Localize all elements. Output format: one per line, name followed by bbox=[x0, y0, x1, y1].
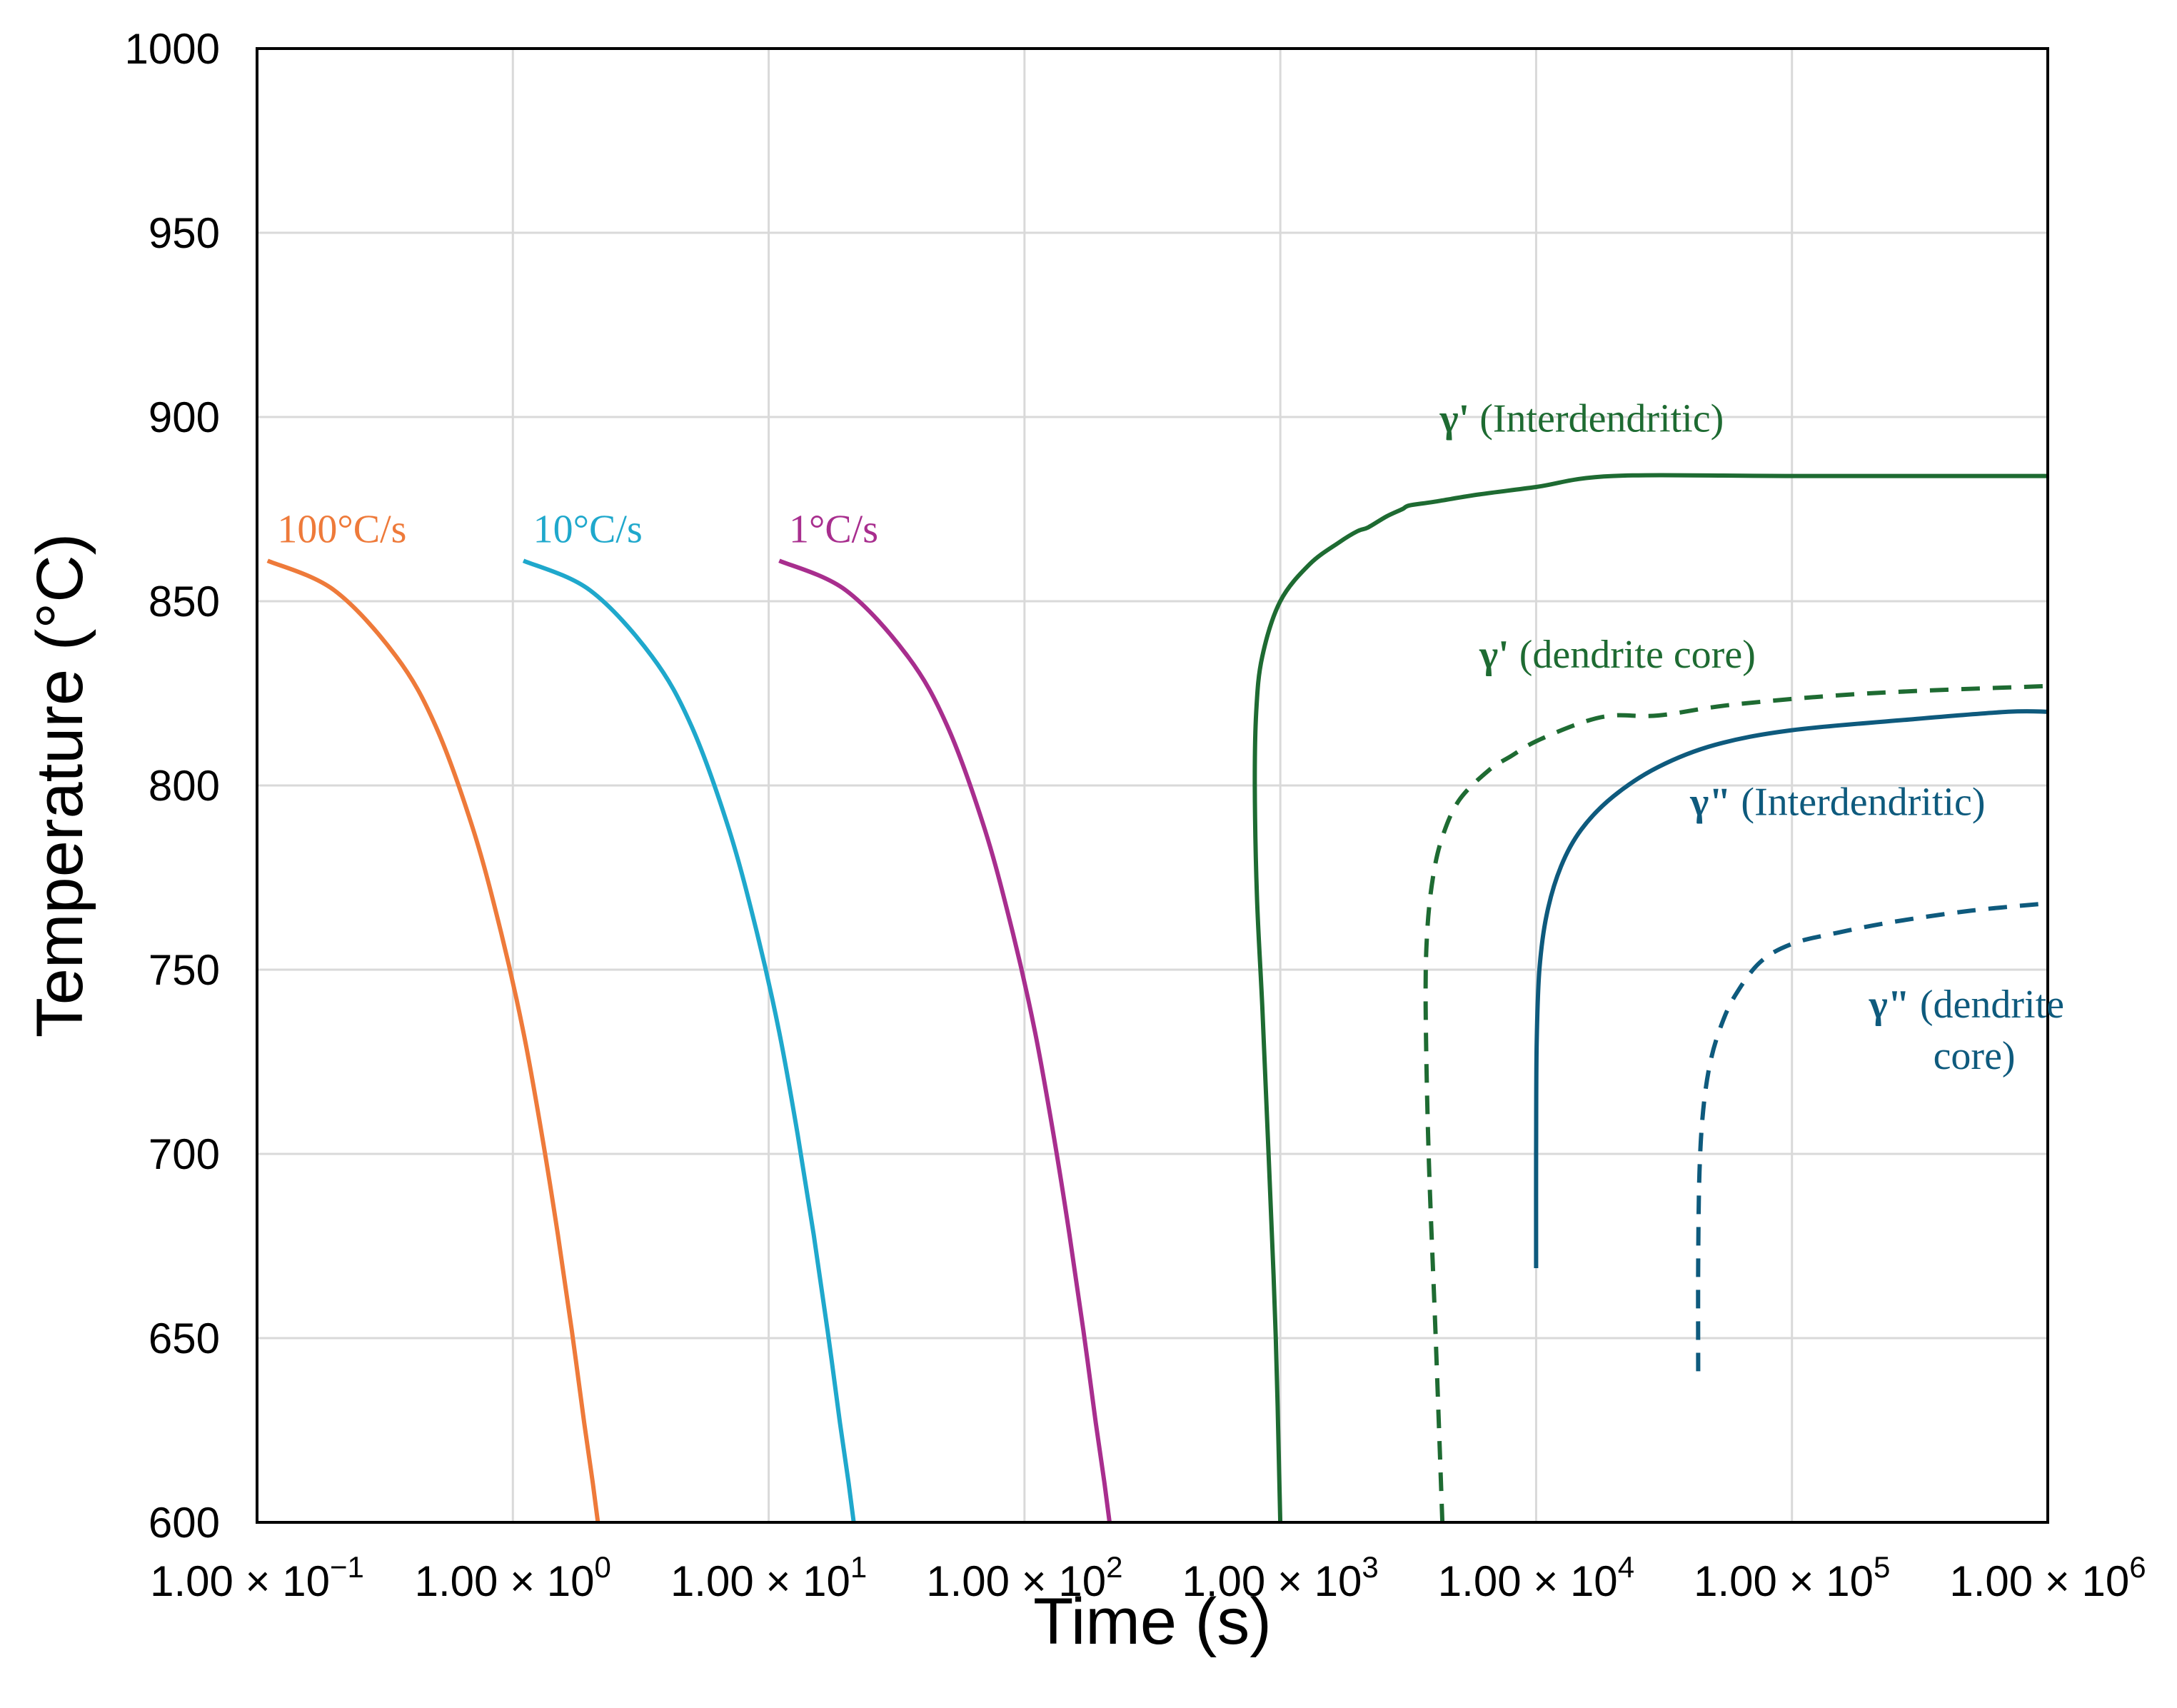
x-tick-label: 1.00 × 103 bbox=[1182, 1550, 1379, 1605]
series-label-10-c-s: 10°C/s bbox=[533, 507, 643, 551]
x-tick-label: 1.00 × 101 bbox=[670, 1550, 867, 1605]
x-tick-label: 1.00 × 10−1 bbox=[150, 1550, 364, 1605]
y-tick-label: 1000 bbox=[125, 25, 220, 73]
series-label-100-c-s: 100°C/s bbox=[277, 507, 406, 551]
x-axis-title: Time (s) bbox=[1033, 1585, 1272, 1658]
y-tick-label: 950 bbox=[149, 209, 220, 257]
x-tick-label: 1.00 × 102 bbox=[926, 1550, 1122, 1605]
y-tick-label: 900 bbox=[149, 393, 220, 441]
y-tick-label: 850 bbox=[149, 578, 220, 626]
y-tick-label: 800 bbox=[149, 762, 220, 810]
series-line-interdendritic bbox=[1252, 473, 2048, 1523]
series-label-interdendritic: γ" (Interdendritic) bbox=[1689, 780, 1985, 824]
series-line-interdendritic bbox=[1534, 709, 2048, 1269]
y-axis-title: Temperature (°C) bbox=[24, 533, 96, 1038]
y-tick-label: 700 bbox=[149, 1130, 220, 1178]
series-line-10-c-s bbox=[522, 558, 856, 1523]
series-label-dendrite-core: γ' (dendrite core) bbox=[1479, 633, 1756, 677]
x-tick-label: 1.00 × 105 bbox=[1694, 1550, 1890, 1605]
y-tick-labels: 600 650 700 750 800 850 900 950 1000 bbox=[125, 25, 220, 1547]
plot-frame bbox=[256, 47, 2049, 1524]
x-tick-label: 1.00 × 100 bbox=[415, 1550, 611, 1605]
series-label-1-c-s: 1°C/s bbox=[789, 507, 878, 551]
x-tick-label: 1.00 × 104 bbox=[1438, 1550, 1634, 1605]
x-tick-labels: 1.00 × 10−1 1.00 × 100 1.00 × 101 1.00 × 10… bbox=[150, 1550, 2146, 1605]
series-labels: 100°C/s 10°C/s 1°C/s γ' (Interdendritic) γ' … bbox=[277, 397, 2064, 1078]
series-label-dendrite-core: γ" (dendrite core) bbox=[1869, 983, 2064, 1078]
y-tick-label: 600 bbox=[149, 1499, 220, 1547]
x-tick-label: 1.00 × 106 bbox=[1949, 1550, 2146, 1605]
y-tick-label: 750 bbox=[149, 946, 220, 994]
series-line-dendrite-core bbox=[1696, 901, 2048, 1372]
y-tick-label: 650 bbox=[149, 1315, 220, 1362]
series-line-1-c-s bbox=[778, 558, 1112, 1523]
series-layer bbox=[266, 473, 2048, 1523]
series-label-interdendritic: γ' (Interdendritic) bbox=[1439, 397, 1724, 441]
series-line-100-c-s bbox=[266, 558, 600, 1523]
